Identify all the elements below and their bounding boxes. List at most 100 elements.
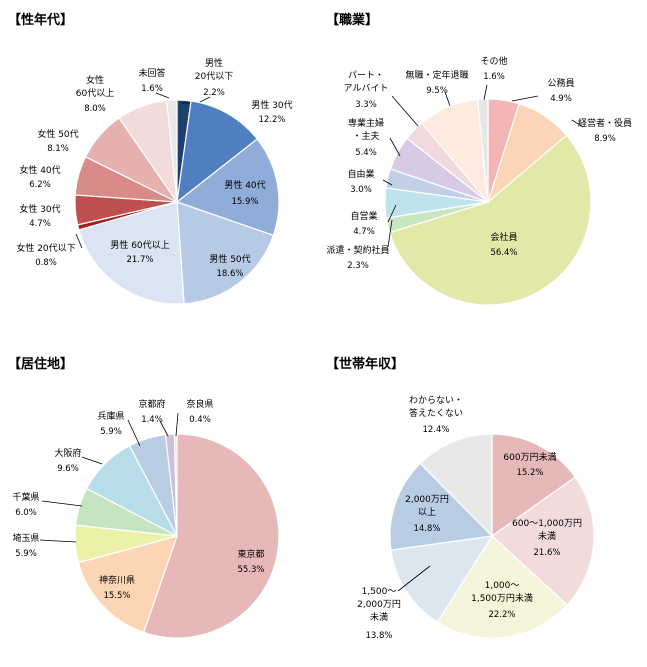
leader-line (41, 500, 83, 507)
slice-percent: 12.2% (258, 115, 285, 125)
pie-chart-4: 【世帯年収】 600万円未満 15.2% 600～1,000万円未満 21.6% 1,00… (326, 356, 595, 641)
slice-label: 1,000～ 1,500万円未満 (471, 581, 533, 604)
pie-slice (419, 433, 493, 538)
pie-slice (175, 138, 280, 237)
pie-slice (78, 201, 185, 305)
pie-slice (173, 433, 178, 537)
slice-percent: 2.2% (203, 88, 225, 98)
pie-slice (176, 100, 259, 204)
slice-percent: 22.2% (488, 610, 515, 620)
pie-chart-2: 【職業】公務員 4.9% 経営者・役員 8.9% 会社員 56.4% 派遣・契約社員 2.3%… (326, 12, 632, 306)
leader-line (127, 419, 141, 447)
slice-percent: 1.6% (483, 72, 505, 82)
slice-percent: 12.4% (422, 425, 449, 435)
slice-label: 自営業 (350, 210, 377, 222)
leader-line (39, 539, 77, 543)
leader-line (483, 84, 488, 101)
slice-percent: 1.6% (141, 84, 163, 94)
slice-percent: 8.9% (594, 134, 616, 144)
slice-percent: 8.1% (47, 144, 69, 154)
leader-line (81, 456, 103, 465)
slice-label: 自由業 (347, 168, 374, 180)
slice-percent: 15.9% (231, 197, 258, 207)
pie-chart-3: 【居住地】東京都 55.3% 神奈川県 15.5% 埼玉県 5.9% 千葉県 6.0% 大阪府 9… (8, 356, 280, 639)
pie-slice (390, 535, 494, 623)
slice-label: 女性 30代 (19, 203, 60, 215)
slice-percent: 8.0% (84, 104, 106, 114)
slice-percent: 9.6% (57, 464, 79, 474)
slice-label: 1,500～ 2,000万円未満 (357, 587, 401, 623)
slice-percent: 14.8% (413, 524, 440, 534)
leader-line (387, 204, 397, 223)
slice-label: 男性 30代 (251, 99, 292, 111)
pie-chart-1: 【性年代】男性 20代以下 2.2% 男性 30代 12.2% 男性 40代 15.9% 男性… (8, 12, 293, 305)
slice-percent: 5.9% (15, 549, 37, 559)
slice-percent: 1.4% (141, 415, 163, 425)
slice-percent: 13.8% (365, 631, 392, 641)
slice-label: 女性 20代以下 (16, 242, 75, 254)
slice-label: 専業主婦・主夫 (348, 117, 384, 142)
leader-line (391, 95, 419, 127)
slice-label: パート・アルバイト (344, 70, 389, 94)
chart-title: 【居住地】 (8, 356, 73, 372)
pie-slice (491, 476, 595, 606)
slice-percent: 4.9% (550, 94, 572, 104)
leader-line (75, 233, 83, 249)
slice-label: 男性 50代 (209, 253, 250, 265)
slice-label: 東京都 (237, 548, 264, 560)
leader-line (387, 219, 393, 248)
slice-percent: 4.7% (29, 219, 51, 229)
slice-percent: 18.6% (216, 269, 243, 279)
slice-label: 会社員 (490, 231, 517, 243)
leader-line (155, 92, 170, 99)
pie-slice (166, 99, 178, 203)
slice-percent: 15.2% (516, 468, 543, 478)
pie-slice (436, 535, 569, 639)
slice-percent: 6.0% (15, 508, 37, 518)
leader-line (397, 565, 431, 592)
slice-percent: 5.4% (355, 148, 377, 158)
slice-label: 未回答 (138, 67, 165, 79)
slice-percent: 3.0% (350, 185, 372, 195)
leader-line (389, 137, 401, 157)
chart-title: 【職業】 (326, 12, 378, 28)
slice-percent: 5.9% (100, 427, 122, 437)
leader-line (511, 95, 539, 102)
slice-percent: 2.3% (347, 261, 369, 271)
pie-slice (477, 98, 489, 203)
slice-label: 経営者・役員 (578, 117, 632, 129)
chart-title: 【性年代】 (8, 12, 73, 28)
slice-percent: 21.7% (126, 255, 153, 265)
slice-label: 神奈川県 (99, 574, 135, 586)
slice-label: 千葉県 (12, 491, 39, 503)
slice-label: 女性 60代以上 (76, 74, 114, 99)
slice-label: 公務員 (547, 77, 574, 89)
slice-label: 女性 50代 (37, 128, 78, 140)
slice-percent: 0.4% (189, 415, 211, 425)
leader-line (159, 420, 169, 437)
slice-label: その他 (480, 55, 507, 67)
pie-slice (176, 201, 275, 305)
slice-label: 600～1,000万円未満 (512, 518, 582, 542)
chart-title: 【世帯年収】 (326, 356, 404, 372)
slice-percent: 4.7% (353, 227, 375, 237)
leader-line (444, 91, 451, 107)
slice-label: 男性 40代 (224, 179, 265, 191)
pie-slice (77, 535, 178, 634)
slice-percent: 0.8% (35, 258, 57, 268)
slice-percent: 21.6% (533, 548, 560, 558)
slice-label: 無職・定年退職 (405, 69, 468, 81)
leader-line (571, 119, 584, 128)
slice-label: 兵庫県 (97, 410, 124, 422)
slice-label: 女性 40代 (19, 164, 60, 176)
slice-label: 男性 60代以上 (110, 239, 169, 251)
slice-label: 埼玉県 (12, 532, 39, 544)
slice-label: 奈良県 (186, 398, 213, 410)
slice-percent: 56.4% (490, 248, 517, 258)
slice-label: 600万円未満 (503, 451, 556, 463)
slice-percent: 15.5% (103, 591, 130, 601)
slice-label: 2,000万円以上 (405, 494, 449, 518)
slice-percent: 6.2% (29, 180, 51, 190)
pie-slice (388, 134, 592, 306)
